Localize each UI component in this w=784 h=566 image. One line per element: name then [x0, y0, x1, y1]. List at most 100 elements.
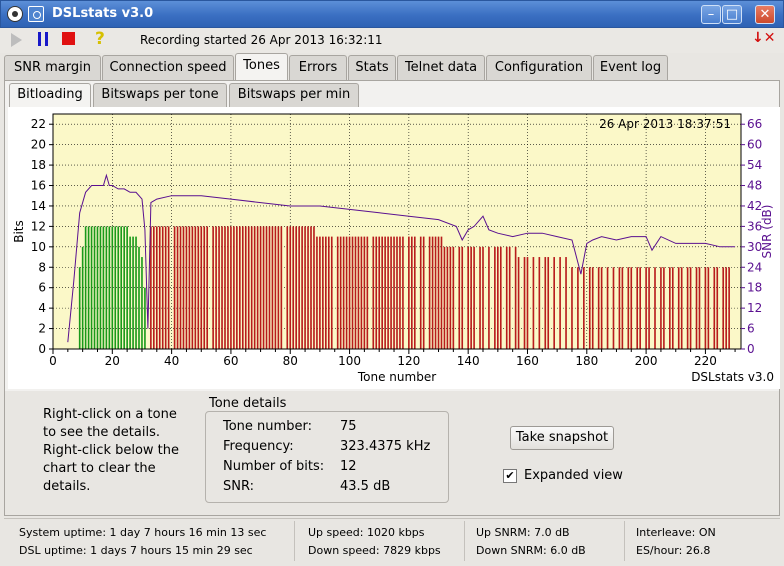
upstream-bar [135, 236, 137, 349]
downstream-bar [250, 226, 253, 349]
downstream-bar [271, 226, 274, 349]
tab-connection-speed[interactable]: Connection speed [102, 55, 234, 80]
tab-configuration[interactable]: Configuration [486, 55, 592, 80]
downstream-bar [253, 226, 256, 349]
status-divider [464, 521, 465, 561]
downstream-bar [600, 267, 603, 349]
downstream-bar [304, 226, 306, 349]
window-menu-icon[interactable] [28, 6, 44, 22]
downstream-bar [440, 236, 443, 349]
y-tick-label: 6 [38, 281, 46, 295]
downstream-bar [494, 246, 496, 349]
downstream-bar [221, 226, 223, 349]
y2-axis-label: SNR (dB) [760, 205, 774, 259]
downstream-bar [357, 236, 360, 349]
downstream-bar [224, 226, 226, 349]
y-tick-label: 12 [31, 219, 46, 233]
tab-telnet-data[interactable]: Telnet data [397, 55, 485, 80]
downstream-bar [669, 267, 671, 349]
downstream-bar [434, 236, 437, 349]
tab-tones[interactable]: Tones [235, 53, 288, 80]
help-icon[interactable]: ? [95, 29, 105, 49]
maximize-button[interactable]: □ [722, 5, 742, 24]
close-button[interactable]: ✕ [755, 5, 775, 24]
downstream-bar [384, 236, 386, 349]
tab-stats[interactable]: Stats [348, 55, 396, 80]
upstream-bar [141, 257, 143, 349]
downstream-bar [197, 226, 200, 349]
y2-tick-label: 18 [747, 281, 762, 295]
pause-icon[interactable] [38, 32, 48, 46]
es-per-hour: ES/hour: 26.8 [636, 544, 711, 557]
downstream-bar [707, 267, 710, 349]
y2-tick-label: 60 [747, 138, 762, 152]
downstream-bar [345, 236, 348, 349]
app-icon[interactable] [7, 6, 23, 22]
downstream-bar [200, 226, 203, 349]
up-snrm: Up SNRM: 7.0 dB [476, 526, 570, 539]
tab-event-log[interactable]: Event log [593, 55, 668, 80]
downstream-bar [639, 267, 641, 349]
bitloading-chart[interactable]: 0 20 40 60 80 100 120 140 160 180 200 220 0 2 4 6 8 10 12 1… [8, 107, 780, 389]
downstream-bar [185, 226, 188, 349]
downstream-bar [322, 236, 324, 349]
expanded-view-label[interactable]: Expanded view [524, 468, 623, 483]
downstream-bar [325, 236, 327, 349]
downstream-bar [553, 257, 555, 349]
recording-status: Recording started 26 Apr 2013 16:32:11 [140, 33, 383, 47]
downstream-bar [348, 236, 351, 349]
downstream-bar [591, 267, 594, 349]
downstream-bar [671, 267, 674, 349]
play-icon[interactable] [11, 33, 22, 47]
upstream-bar [102, 226, 105, 349]
upstream-bar [117, 226, 120, 349]
downstream-bar [648, 267, 650, 349]
minimize-button[interactable]: – [701, 5, 721, 24]
frequency-label: Frequency: [223, 439, 294, 454]
snr-label: SNR: [223, 479, 254, 494]
tab-snr-margin[interactable]: SNR margin [4, 55, 101, 80]
bitloading-chart-svg[interactable]: 0 20 40 60 80 100 120 140 160 180 200 2200246810121… [8, 107, 780, 389]
x-tick-label: 40 [164, 354, 179, 368]
downstream-bar [164, 226, 167, 349]
downstream-bar [330, 236, 333, 349]
downstream-bar [645, 267, 647, 349]
upstream-bar [120, 226, 123, 349]
y-tick-label: 20 [31, 138, 46, 152]
downstream-bar [176, 226, 179, 349]
upstream-bar [126, 226, 128, 349]
downstream-bar [606, 267, 609, 349]
downstream-bar [212, 226, 214, 349]
downstream-bar [191, 226, 194, 349]
y2-tick-label: 42 [747, 199, 762, 213]
downstream-bar [310, 226, 312, 349]
downstream-bar [218, 226, 220, 349]
tab-errors[interactable]: Errors [289, 55, 347, 80]
downstream-bar [577, 267, 579, 349]
downstream-bar [277, 226, 280, 349]
downstream-bar [158, 226, 161, 349]
downstream-bar [381, 236, 383, 349]
upstream-bar [90, 226, 93, 349]
downstream-bar [173, 226, 176, 349]
up-speed: Up speed: 1020 kbps [308, 526, 425, 539]
downstream-bar [689, 267, 692, 349]
y-tick-label: 0 [38, 342, 46, 356]
expanded-view-checkbox[interactable]: ✔ [503, 469, 517, 483]
subtab-bitloading[interactable]: Bitloading [9, 83, 91, 107]
downstream-bar [342, 236, 345, 349]
hide-to-tray-icon[interactable]: ↓✕ [752, 30, 776, 46]
downstream-bar [307, 226, 309, 349]
downstream-bar [547, 257, 550, 349]
downstream-bar [182, 226, 185, 349]
downstream-bar [565, 257, 567, 349]
stop-icon[interactable] [62, 32, 75, 45]
x-tick-label: 60 [223, 354, 238, 368]
downstream-bar [363, 236, 366, 349]
downstream-bar [452, 246, 455, 349]
subtab-bitswaps-per-tone[interactable]: Bitswaps per tone [93, 83, 227, 107]
take-snapshot-button[interactable]: Take snapshot [510, 426, 614, 450]
downstream-bar [431, 236, 434, 349]
subtab-bitswaps-per-min[interactable]: Bitswaps per min [229, 83, 359, 107]
downstream-bar [227, 226, 229, 349]
